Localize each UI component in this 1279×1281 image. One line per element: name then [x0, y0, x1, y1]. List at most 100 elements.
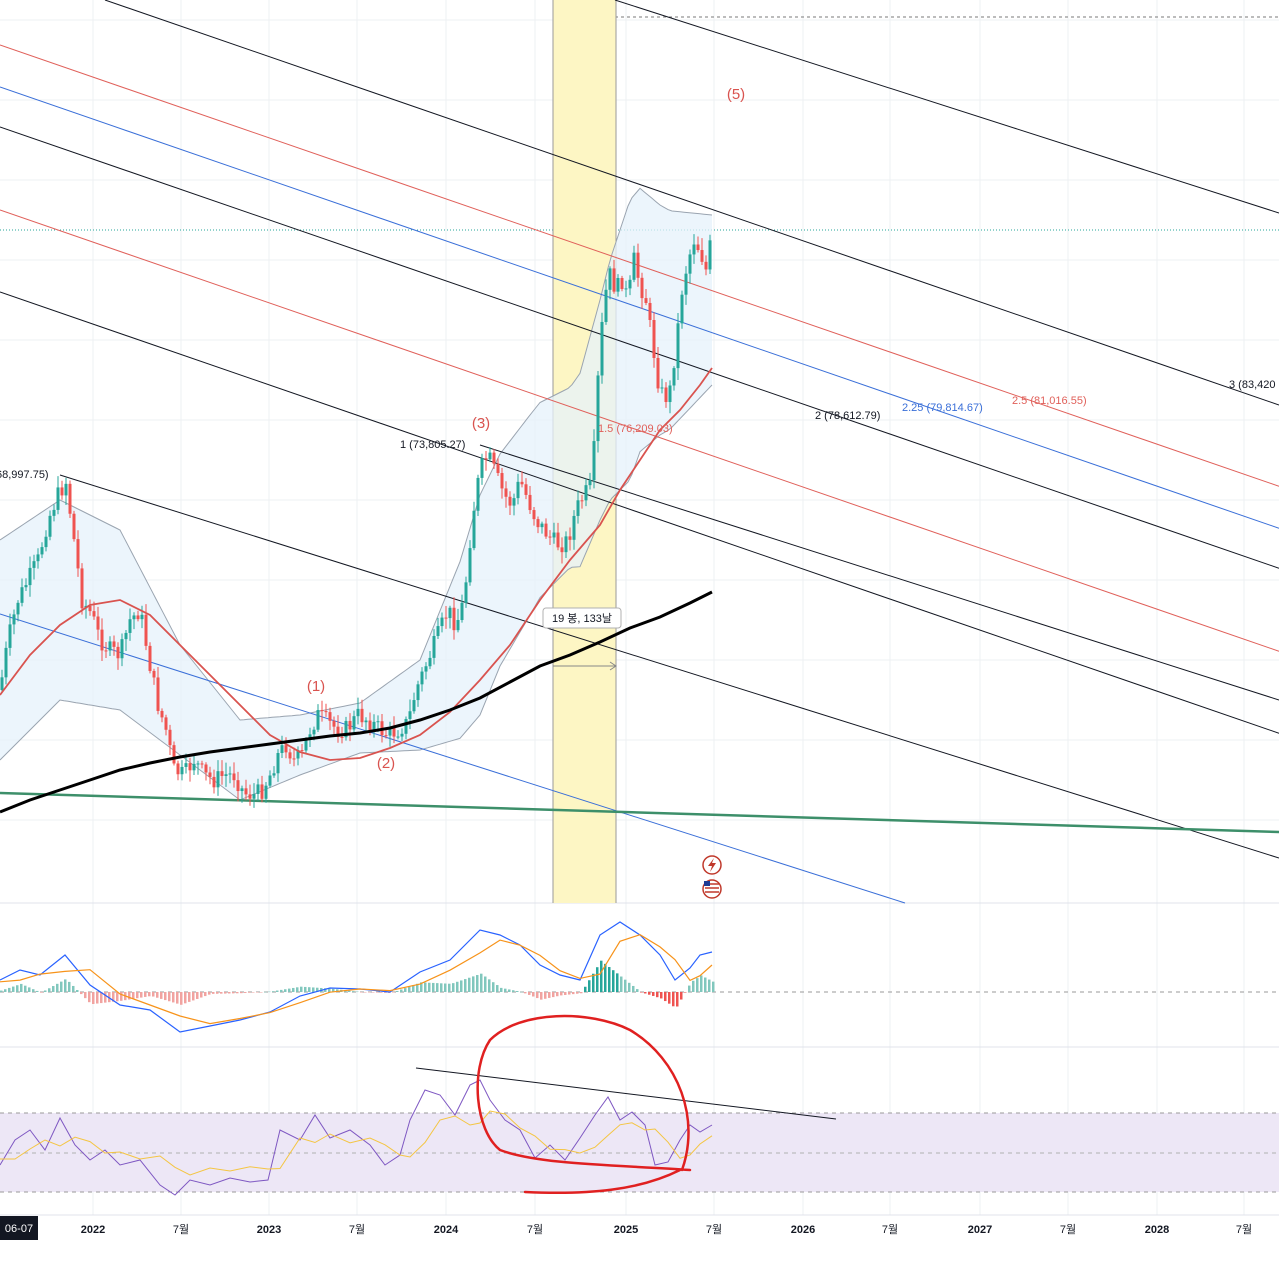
macd-histogram-bar: [552, 992, 555, 998]
candle-body: [512, 498, 516, 506]
macd-histogram-bar: [528, 992, 531, 995]
macd-histogram-bar: [268, 991, 271, 993]
candle-body: [384, 735, 388, 737]
candle-body: [360, 708, 364, 723]
macd-histogram-bar: [488, 979, 491, 992]
x-tick-label: 2025: [614, 1224, 638, 1236]
macd-histogram-bar: [500, 987, 503, 992]
macd-histogram-bar: [60, 981, 63, 992]
candle-body: [228, 773, 232, 775]
x-tick-label: 7월: [1236, 1223, 1252, 1236]
candle-body: [56, 487, 60, 510]
macd-histogram-bar: [632, 985, 635, 992]
candle-body: [388, 727, 392, 736]
candle-body: [156, 677, 160, 711]
fib-label: 1 (73,805.27): [400, 439, 465, 451]
candle-body: [180, 766, 184, 775]
candle-body: [200, 763, 204, 765]
candle-body: [304, 739, 308, 751]
candle-body: [204, 764, 208, 773]
candle-body: [456, 620, 460, 631]
macd-histogram-bar: [220, 992, 223, 994]
rsi-pane: [0, 1014, 1279, 1196]
macd-histogram-bar: [192, 992, 195, 1001]
macd-histogram-bar: [568, 992, 571, 995]
candle-body: [584, 485, 588, 501]
macd-histogram-bar: [4, 989, 7, 992]
long-term-support-line: [0, 791, 1279, 834]
candle-body: [552, 532, 556, 538]
range-measure-arrowhead: [609, 661, 617, 671]
candle-body: [24, 585, 28, 588]
macd-histogram-bar: [380, 992, 383, 993]
candle-body: [92, 611, 96, 617]
candle-body: [64, 483, 68, 496]
macd-histogram-bar: [484, 976, 487, 992]
macd-histogram-bar: [332, 988, 335, 992]
macd-histogram-bar: [428, 982, 431, 992]
moving-average-red: [0, 367, 713, 761]
candle-body: [640, 277, 644, 299]
candle-body: [348, 720, 352, 730]
macd-histogram-bar: [580, 992, 583, 994]
macd-histogram-bar: [644, 992, 647, 994]
candle-body: [340, 736, 344, 738]
candle-body: [660, 387, 664, 389]
candle-body: [268, 775, 272, 786]
candlestick-series: [0, 234, 712, 808]
macd-histogram-bar: [32, 989, 35, 992]
candle-body: [688, 254, 692, 274]
candle-body: [364, 720, 368, 723]
candle-body: [400, 733, 404, 737]
macd-histogram-bar: [416, 983, 419, 992]
macd-histogram-bar: [444, 983, 447, 992]
candle-body: [672, 368, 676, 386]
macd-histogram-bar: [372, 992, 375, 993]
fib-label: 2.25 (79,814.67): [902, 402, 983, 414]
macd-histogram-bar: [164, 992, 167, 1001]
candle-body: [540, 523, 544, 528]
candle-body: [636, 252, 640, 278]
macd-histogram-bar: [264, 991, 267, 993]
macd-histogram-bar: [696, 978, 699, 992]
bollinger-upper: [0, 187, 713, 721]
macd-histogram-bar: [352, 991, 355, 992]
macd-histogram-bar: [276, 990, 279, 992]
candle-body: [624, 288, 628, 290]
macd-histogram-bar: [672, 992, 675, 1007]
macd-histogram-bar: [112, 992, 115, 1002]
macd-histogram-bar: [684, 992, 687, 993]
macd-histogram-bar: [36, 990, 39, 992]
bollinger-fill: [0, 188, 712, 801]
candle-body: [580, 500, 584, 502]
macd-histogram-bar: [592, 973, 595, 992]
macd-histogram-bar: [556, 992, 559, 997]
fib-label: 2.5 (81,016.55): [1012, 395, 1087, 407]
macd-histogram-bar: [548, 992, 551, 998]
candle-body: [40, 547, 44, 555]
candle-body: [488, 452, 492, 460]
macd-histogram-bar: [16, 985, 19, 992]
macd-histogram-bar: [8, 987, 11, 992]
candle-body: [312, 729, 316, 735]
candle-body: [96, 616, 100, 630]
macd-histogram-bar: [668, 992, 671, 1004]
candle-body: [572, 515, 576, 540]
elliott-wave-label: (5): [727, 86, 745, 103]
macd-histogram-bar: [140, 992, 143, 998]
candle-body: [104, 650, 108, 652]
macd-histogram-bar: [524, 992, 527, 994]
candle-body: [116, 646, 120, 659]
candle-body: [452, 607, 456, 631]
macd-histogram-bar: [84, 992, 87, 999]
x-tick-label: 2027: [968, 1224, 992, 1236]
bollinger-lower: [0, 384, 713, 801]
macd-histogram-bar: [128, 992, 131, 1000]
candle-body: [276, 753, 280, 774]
candle-body: [440, 617, 444, 627]
candle-body: [420, 671, 424, 685]
candle-body: [176, 763, 180, 775]
macd-histogram-bar: [600, 960, 603, 992]
candle-body: [140, 614, 144, 620]
